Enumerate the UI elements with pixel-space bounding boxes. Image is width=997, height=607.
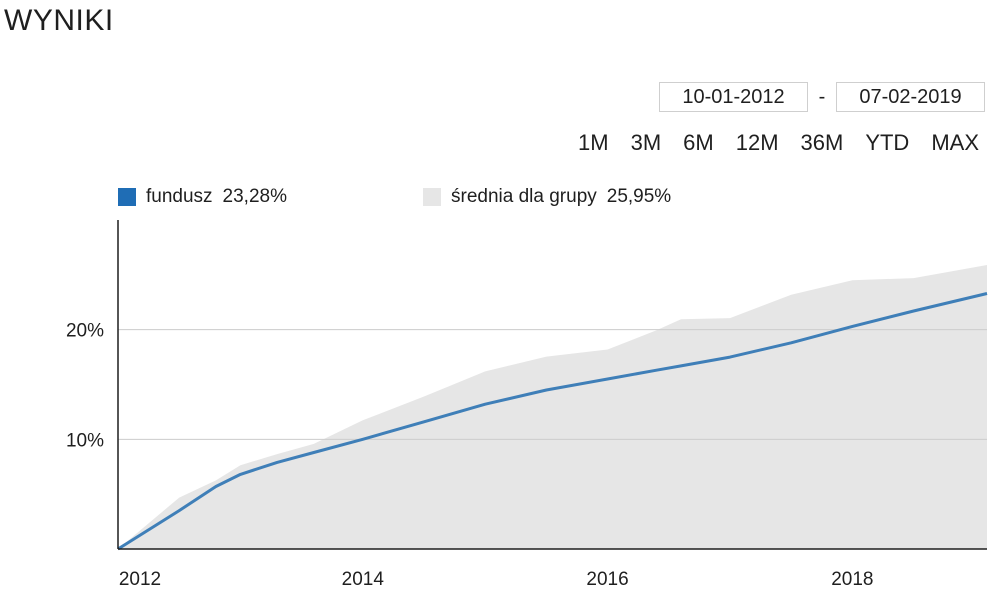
date-to-input[interactable] xyxy=(836,82,985,112)
legend-swatch-group-average xyxy=(423,188,441,206)
date-from-input[interactable] xyxy=(659,82,808,112)
period-1m-button[interactable]: 1M xyxy=(556,128,609,158)
legend-item-fund[interactable]: fundusz 23,28% xyxy=(118,186,287,208)
fund-line xyxy=(117,292,988,551)
period-ytd-button[interactable]: YTD xyxy=(843,128,909,158)
period-36m-button[interactable]: 36M xyxy=(779,128,844,158)
chart-legend: fundusz 23,28% średnia dla grupy 25,95% xyxy=(118,186,807,208)
legend-item-group-average[interactable]: średnia dla grupy 25,95% xyxy=(423,186,671,208)
x-tick-label: 2012 xyxy=(119,569,161,590)
period-max-button[interactable]: MAX xyxy=(909,128,979,158)
axis-layer xyxy=(117,220,987,550)
legend-value-fund: 23,28% xyxy=(222,186,287,207)
x-tick-label: 2016 xyxy=(586,569,628,590)
group-average-area xyxy=(118,265,987,549)
period-selector: 1M 3M 6M 12M 36M YTD MAX xyxy=(556,128,979,158)
period-3m-button[interactable]: 3M xyxy=(609,128,662,158)
y-tick-label: 20% xyxy=(66,321,104,342)
period-6m-button[interactable]: 6M xyxy=(661,128,714,158)
legend-label-group-average: średnia dla grupy xyxy=(451,186,597,207)
page-title: WYNIKI xyxy=(4,4,114,37)
period-12m-button[interactable]: 12M xyxy=(714,128,779,158)
date-separator: - xyxy=(818,85,826,108)
legend-label-fund: fundusz xyxy=(146,186,213,207)
y-tick-label: 10% xyxy=(66,430,104,451)
x-tick-label: 2014 xyxy=(342,569,385,590)
line-layer xyxy=(117,292,988,551)
legend-swatch-fund xyxy=(118,188,136,206)
x-tick-label: 2018 xyxy=(831,569,873,590)
area-layer xyxy=(118,265,987,549)
legend-value-group-average: 25,95% xyxy=(606,186,672,207)
tick-layer: 10% 20% 2012 2014 2016 2018 xyxy=(66,321,874,590)
date-range: - xyxy=(659,82,985,112)
